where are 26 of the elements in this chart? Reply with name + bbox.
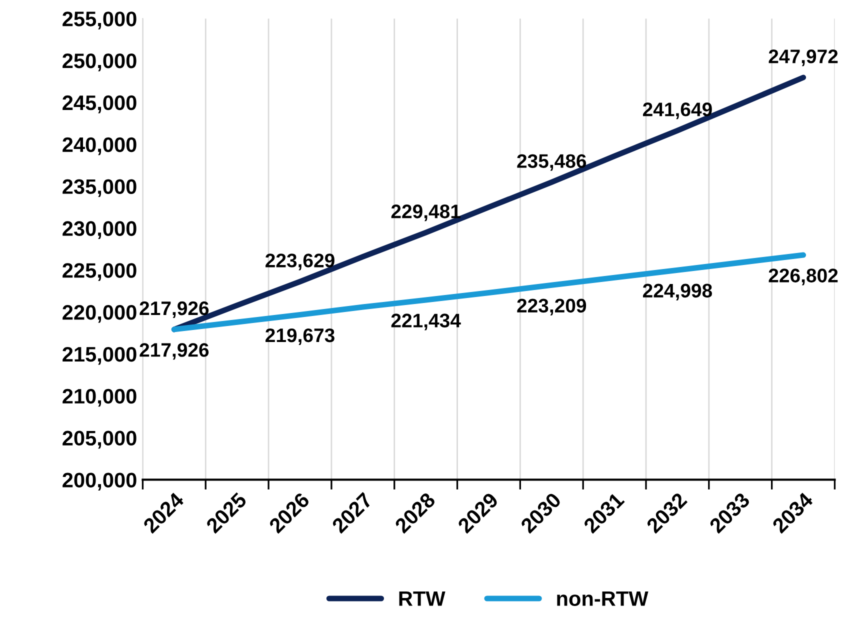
y-tick-label: 200,000 — [62, 472, 136, 490]
data-label: 223,629 — [266, 254, 334, 270]
y-tick-label: 225,000 — [62, 263, 136, 281]
data-label: 224,998 — [642, 284, 712, 300]
data-label: 241,649 — [642, 102, 712, 120]
y-tick-label: 245,000 — [62, 95, 136, 114]
legend-label: RTW — [399, 591, 446, 606]
y-tick-label: 255,000 — [62, 12, 136, 30]
data-label: 235,486 — [517, 154, 586, 171]
legend-label: non-RTW — [557, 591, 648, 606]
data-label: 217,926 — [140, 343, 209, 360]
y-tick-label: 240,000 — [62, 137, 136, 156]
y-tick-label: 230,000 — [62, 221, 136, 239]
y-tick-label: 215,000 — [62, 346, 136, 365]
data-label: 217,926 — [140, 301, 209, 318]
data-label: 226,802 — [768, 268, 838, 286]
y-tick-label: 235,000 — [62, 179, 136, 198]
y-tick-label: 205,000 — [62, 430, 136, 449]
y-tick-label: 210,000 — [62, 388, 136, 407]
y-tick-label: 250,000 — [62, 53, 136, 72]
data-label: 247,972 — [768, 50, 838, 66]
data-label: 221,434 — [391, 314, 461, 330]
data-label: 229,481 — [391, 204, 460, 222]
data-label: 219,673 — [266, 328, 334, 346]
data-label: 223,209 — [517, 298, 586, 316]
y-tick-label: 220,000 — [62, 305, 136, 323]
